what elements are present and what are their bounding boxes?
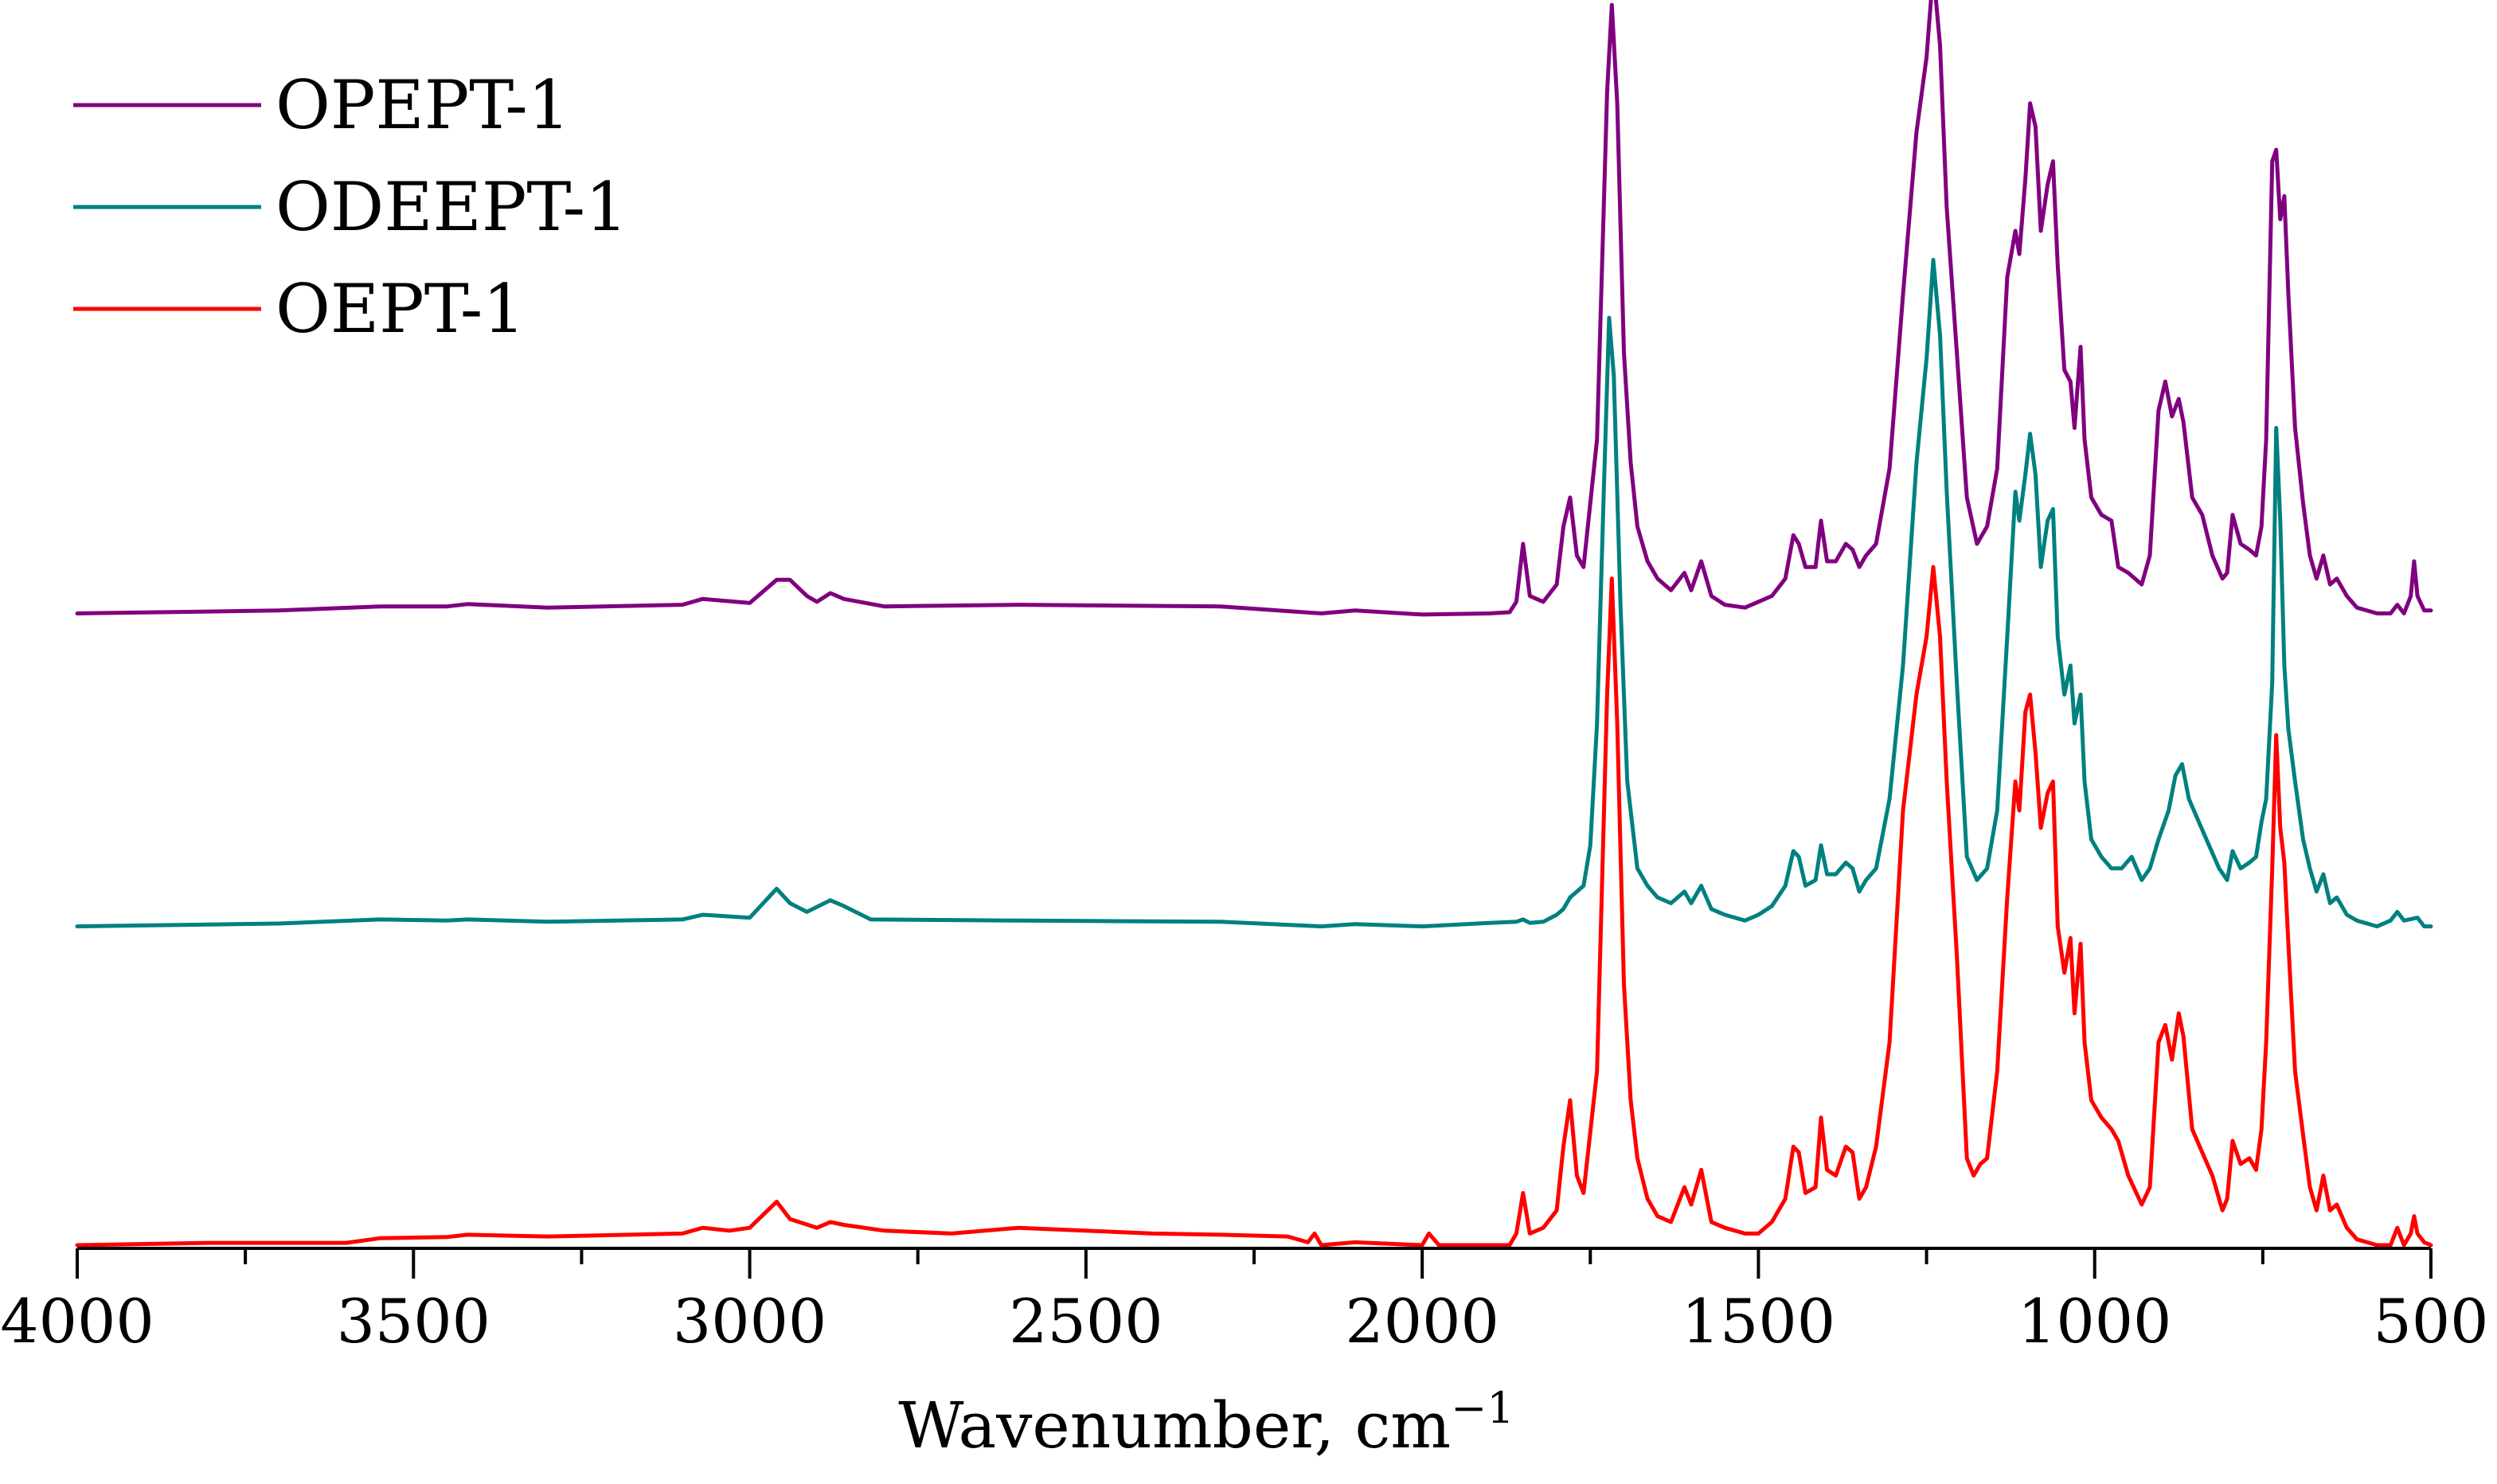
x-tick-label: 2000 xyxy=(1345,1286,1499,1357)
series-line-opept-1 xyxy=(75,0,2433,617)
legend: OPEPT-1 ODEEPT-1 OEPT-1 xyxy=(73,66,627,348)
series-line-oept-1 xyxy=(75,564,2433,1248)
legend-label-opept-1: OPEPT-1 xyxy=(275,66,570,144)
x-tick-label: 1500 xyxy=(1682,1286,1835,1357)
legend-label-oept-1: OEPT-1 xyxy=(275,270,526,348)
x-tick-label: 3500 xyxy=(337,1286,490,1357)
series-layer xyxy=(75,0,2433,1248)
x-tick-label: 3000 xyxy=(673,1286,826,1357)
x-tick-label: 1000 xyxy=(2018,1286,2171,1357)
legend-label-odeept-1: ODEEPT-1 xyxy=(275,168,627,246)
x-axis: 4000 3500 3000 2500 2000 1500 1000 500 xyxy=(0,1247,2489,1357)
x-tick-label: 4000 xyxy=(0,1286,154,1357)
x-axis-title-text: Wavenumber, cm xyxy=(898,1388,1451,1463)
x-axis-title: Wavenumber, cm−1 xyxy=(898,1383,1514,1463)
x-axis-title-superscript: −1 xyxy=(1451,1383,1514,1433)
series-line-odeept-1 xyxy=(75,257,2433,929)
x-tick-label: 2500 xyxy=(1009,1286,1163,1357)
x-tick-label: 500 xyxy=(2373,1286,2488,1357)
x-axis-ticks: 4000 3500 3000 2500 2000 1500 1000 500 xyxy=(0,1248,2489,1357)
